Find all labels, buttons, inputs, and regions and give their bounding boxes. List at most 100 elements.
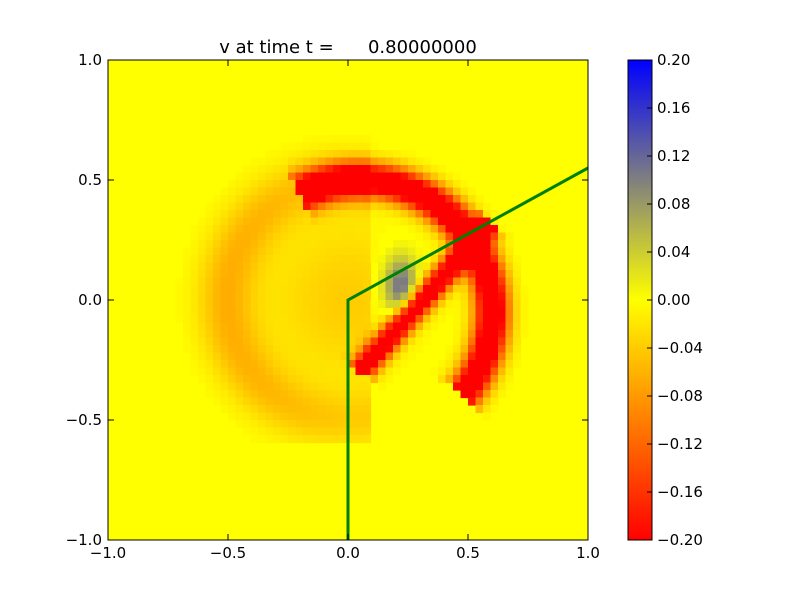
heatmap-cell	[220, 390, 229, 399]
heatmap-cell	[228, 247, 237, 256]
heatmap-cell	[310, 195, 319, 204]
heatmap-cell	[340, 420, 349, 429]
heatmap-cell	[183, 345, 192, 354]
heatmap-cell	[295, 202, 304, 211]
heatmap-cell	[370, 255, 379, 264]
heatmap-cell	[408, 225, 417, 234]
heatmap-cell	[445, 277, 454, 286]
heatmap-cell	[318, 390, 327, 399]
heatmap-cell	[273, 330, 282, 339]
heatmap-cell	[483, 352, 492, 361]
heatmap-cell	[303, 345, 312, 354]
heatmap-cell	[288, 322, 297, 331]
heatmap-cell	[288, 330, 297, 339]
heatmap-cell	[288, 195, 297, 204]
heatmap-cell	[475, 300, 484, 309]
heatmap-cell	[310, 435, 319, 444]
heatmap-cell	[460, 187, 469, 196]
heatmap-cell	[303, 247, 312, 256]
heatmap-cell	[505, 345, 514, 354]
heatmap-cell	[408, 352, 417, 361]
heatmap-cell	[348, 300, 357, 309]
heatmap-cell	[325, 255, 334, 264]
heatmap-cell	[303, 195, 312, 204]
heatmap-cell	[408, 285, 417, 294]
heatmap-cell	[355, 285, 364, 294]
heatmap-cell	[408, 262, 417, 271]
heatmap-cell	[250, 427, 259, 436]
heatmap-cell	[363, 390, 372, 399]
heatmap-cell	[438, 262, 447, 271]
heatmap-cell	[325, 232, 334, 241]
heatmap-cell	[400, 345, 409, 354]
heatmap-cell	[385, 292, 394, 301]
heatmap-cell	[235, 255, 244, 264]
heatmap-cell	[340, 262, 349, 271]
heatmap-cell	[460, 195, 469, 204]
heatmap-cell	[220, 232, 229, 241]
heatmap-cell	[355, 240, 364, 249]
heatmap-cell	[333, 382, 342, 391]
heatmap-cell	[505, 277, 514, 286]
heatmap-cell	[415, 300, 424, 309]
heatmap-cell	[243, 382, 252, 391]
heatmap-cell	[333, 390, 342, 399]
heatmap-cell	[400, 150, 409, 159]
heatmap-cell	[445, 225, 454, 234]
heatmap-cell	[295, 330, 304, 339]
heatmap-cell	[220, 315, 229, 324]
heatmap-cell	[280, 322, 289, 331]
heatmap-cell	[190, 270, 199, 279]
heatmap-cell	[505, 315, 514, 324]
heatmap-cell	[318, 352, 327, 361]
heatmap-cell	[505, 292, 514, 301]
heatmap-cell	[303, 412, 312, 421]
heatmap-cell	[348, 322, 357, 331]
heatmap-cell	[198, 255, 207, 264]
heatmap-cell	[310, 330, 319, 339]
heatmap-cell	[385, 262, 394, 271]
heatmap-cell	[235, 172, 244, 181]
heatmap-cell	[468, 375, 477, 384]
heatmap-cell	[183, 262, 192, 271]
heatmap-cell	[213, 225, 222, 234]
heatmap-cell	[228, 292, 237, 301]
heatmap-cell	[280, 172, 289, 181]
heatmap-cell	[288, 240, 297, 249]
heatmap-cell	[258, 367, 267, 376]
heatmap-cell	[453, 225, 462, 234]
heatmap-cell	[258, 420, 267, 429]
heatmap-cell	[183, 270, 192, 279]
heatmap-cell	[393, 360, 402, 369]
heatmap-cell	[453, 277, 462, 286]
heatmap-cell	[220, 360, 229, 369]
heatmap-cell	[190, 232, 199, 241]
heatmap-cell	[205, 322, 214, 331]
heatmap-cell	[258, 165, 267, 174]
heatmap-cell	[348, 427, 357, 436]
heatmap-cell	[355, 307, 364, 316]
heatmap-cell	[430, 240, 439, 249]
heatmap-cell	[205, 232, 214, 241]
heatmap-cell	[295, 420, 304, 429]
heatmap-cell	[498, 262, 507, 271]
heatmap-cell	[468, 270, 477, 279]
heatmap-cell	[363, 315, 372, 324]
heatmap-cell	[303, 322, 312, 331]
heatmap-cell	[213, 382, 222, 391]
heatmap-cell	[258, 322, 267, 331]
heatmap-cell	[295, 195, 304, 204]
heatmap-cell	[303, 225, 312, 234]
heatmap-cell	[198, 315, 207, 324]
heatmap-cell	[475, 262, 484, 271]
heatmap-cell	[325, 180, 334, 189]
heatmap-cell	[355, 247, 364, 256]
heatmap-cell	[235, 187, 244, 196]
heatmap-cell	[408, 337, 417, 346]
heatmap-cell	[355, 352, 364, 361]
heatmap-cell	[400, 337, 409, 346]
heatmap-cell	[318, 292, 327, 301]
heatmap-cell	[265, 165, 274, 174]
heatmap-cell	[393, 352, 402, 361]
